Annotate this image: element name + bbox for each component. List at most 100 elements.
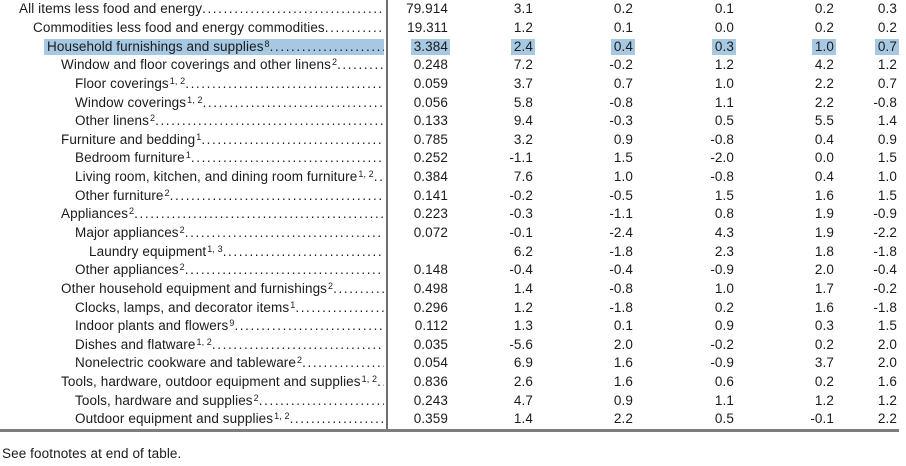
row-label-wrap: Other household equipment and furnishing…: [61, 281, 384, 297]
cell-value: 0.3: [711, 38, 736, 55]
cell-value: -2.0: [710, 150, 734, 166]
value-cell: 9.4: [450, 113, 535, 129]
row-label: Major appliances: [75, 225, 179, 240]
value-cell: 2.2: [736, 76, 836, 92]
value-cell: 1.5: [535, 150, 635, 166]
value-cell: -0.5: [535, 188, 635, 204]
cell-value: -5.6: [509, 336, 533, 352]
value-cell: 7.6: [450, 169, 535, 185]
row-label: Clocks, lamps, and decorator items: [75, 299, 290, 315]
value-cell: -0.8: [635, 132, 736, 148]
value-cell: -0.1: [450, 225, 535, 241]
value-cell: 1.3: [450, 318, 535, 334]
value-cell: 0.3: [736, 318, 836, 334]
value-cell: 3.384: [388, 38, 450, 55]
cell-value: 2.3: [714, 243, 734, 259]
value-cell: 0.252: [388, 150, 450, 166]
dot-leader: [333, 281, 384, 297]
value-cell: -0.3: [450, 206, 535, 222]
dot-leader: [290, 411, 384, 427]
row-label-cell: Other furniture 2: [0, 186, 388, 206]
dot-leader: [234, 318, 384, 334]
value-cell: 1.6: [836, 374, 899, 390]
row-label-wrap: Major appliances 2: [75, 225, 384, 241]
cell-value: 0.6: [714, 374, 734, 390]
value-cell: 1.7: [736, 281, 836, 297]
row-label-cell: Nonelectric cookware and tableware 2: [0, 354, 388, 373]
row-label: Laundry equipment: [89, 243, 207, 259]
table-row[interactable]: Living room, kitchen, and dining room fu…: [0, 167, 899, 187]
cell-value: -0.4: [509, 262, 533, 278]
dot-leader: [270, 39, 384, 55]
value-cell: 19.311: [388, 20, 450, 36]
cell-value: 1.2: [877, 392, 897, 408]
value-cell: 0.5: [635, 113, 736, 129]
row-label-cell: Window and floor coverings and other lin…: [0, 55, 388, 75]
cell-value: 0.9: [613, 131, 633, 147]
row-label-cell: Laundry equipment 1, 3: [0, 242, 388, 261]
value-cell: 2.6: [450, 374, 535, 390]
cell-value: 3.7: [513, 75, 533, 91]
value-cell: -1.8: [836, 300, 899, 316]
row-label-cell: Other linens 2: [0, 111, 388, 131]
value-cell: 0.1: [635, 1, 736, 17]
row-label-cell: Appliances 2: [0, 205, 388, 224]
row-label-wrap: Window and floor coverings and other lin…: [61, 57, 384, 73]
cell-value: 6.9: [513, 355, 533, 371]
value-cell: 0.112: [388, 318, 450, 334]
cell-value: 7.6: [513, 169, 533, 185]
value-cell: 2.2: [736, 95, 836, 111]
row-label-wrap: Appliances 2: [61, 206, 384, 222]
row-label-wrap: Other furniture 2: [75, 188, 384, 204]
cell-value: -0.1: [509, 225, 533, 240]
cell-value: 2.4: [510, 38, 535, 55]
value-cell: 5.5: [736, 113, 836, 129]
cell-value: 3.1: [513, 1, 533, 17]
cell-value: 0.4: [610, 38, 635, 55]
row-label-cell: Window coverings 1, 2: [0, 93, 388, 112]
value-cell: 1.9: [736, 225, 836, 241]
cell-value: 2.2: [814, 94, 834, 110]
cell-value: 6.2: [513, 243, 533, 259]
dot-leader: [325, 20, 384, 36]
cell-value: -1.1: [609, 206, 633, 222]
table-row[interactable]: Window and floor coverings and other lin…: [0, 55, 899, 75]
row-label: Other appliances: [75, 262, 179, 278]
table-row[interactable]: All items less food and energy 79.914 3.1 0…: [0, 0, 899, 19]
value-cell: -0.4: [836, 262, 899, 278]
cell-value: 1.2: [714, 57, 734, 73]
value-cell: 3.7: [736, 355, 836, 371]
row-label-cell: Tools, hardware, outdoor equipment and s…: [0, 372, 388, 392]
cell-value: -0.2: [710, 336, 734, 352]
value-cell: 3.1: [450, 1, 535, 17]
cell-value: 0.498: [413, 280, 448, 296]
cell-value: 0.9: [877, 131, 897, 147]
cell-value: -0.8: [710, 131, 734, 147]
table-row[interactable]: Tools, hardware, outdoor equipment and s…: [0, 372, 899, 392]
value-cell: 2.3: [635, 244, 736, 260]
cell-value: 0.4: [814, 169, 834, 185]
cell-value: 0.0: [814, 150, 834, 166]
table-row[interactable]: Other household equipment and furnishing…: [0, 279, 899, 299]
table-row[interactable]: Commodities less food and energy commodi…: [0, 18, 899, 38]
cell-value: -1.8: [873, 299, 897, 315]
cell-value: 0.252: [413, 150, 448, 166]
row-label-cell: Commodities less food and energy commodi…: [0, 18, 388, 38]
